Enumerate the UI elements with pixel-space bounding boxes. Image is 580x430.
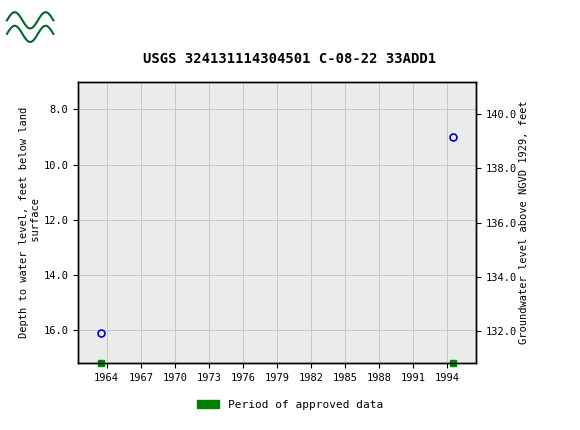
- Y-axis label: Groundwater level above NGVD 1929, feet: Groundwater level above NGVD 1929, feet: [519, 101, 530, 344]
- Legend: Period of approved data: Period of approved data: [193, 396, 387, 414]
- Y-axis label: Depth to water level, feet below land
 surface: Depth to water level, feet below land su…: [19, 107, 41, 338]
- Text: USGS: USGS: [61, 14, 116, 31]
- FancyBboxPatch shape: [6, 3, 55, 41]
- Text: USGS 324131114304501 C-08-22 33ADD1: USGS 324131114304501 C-08-22 33ADD1: [143, 52, 437, 66]
